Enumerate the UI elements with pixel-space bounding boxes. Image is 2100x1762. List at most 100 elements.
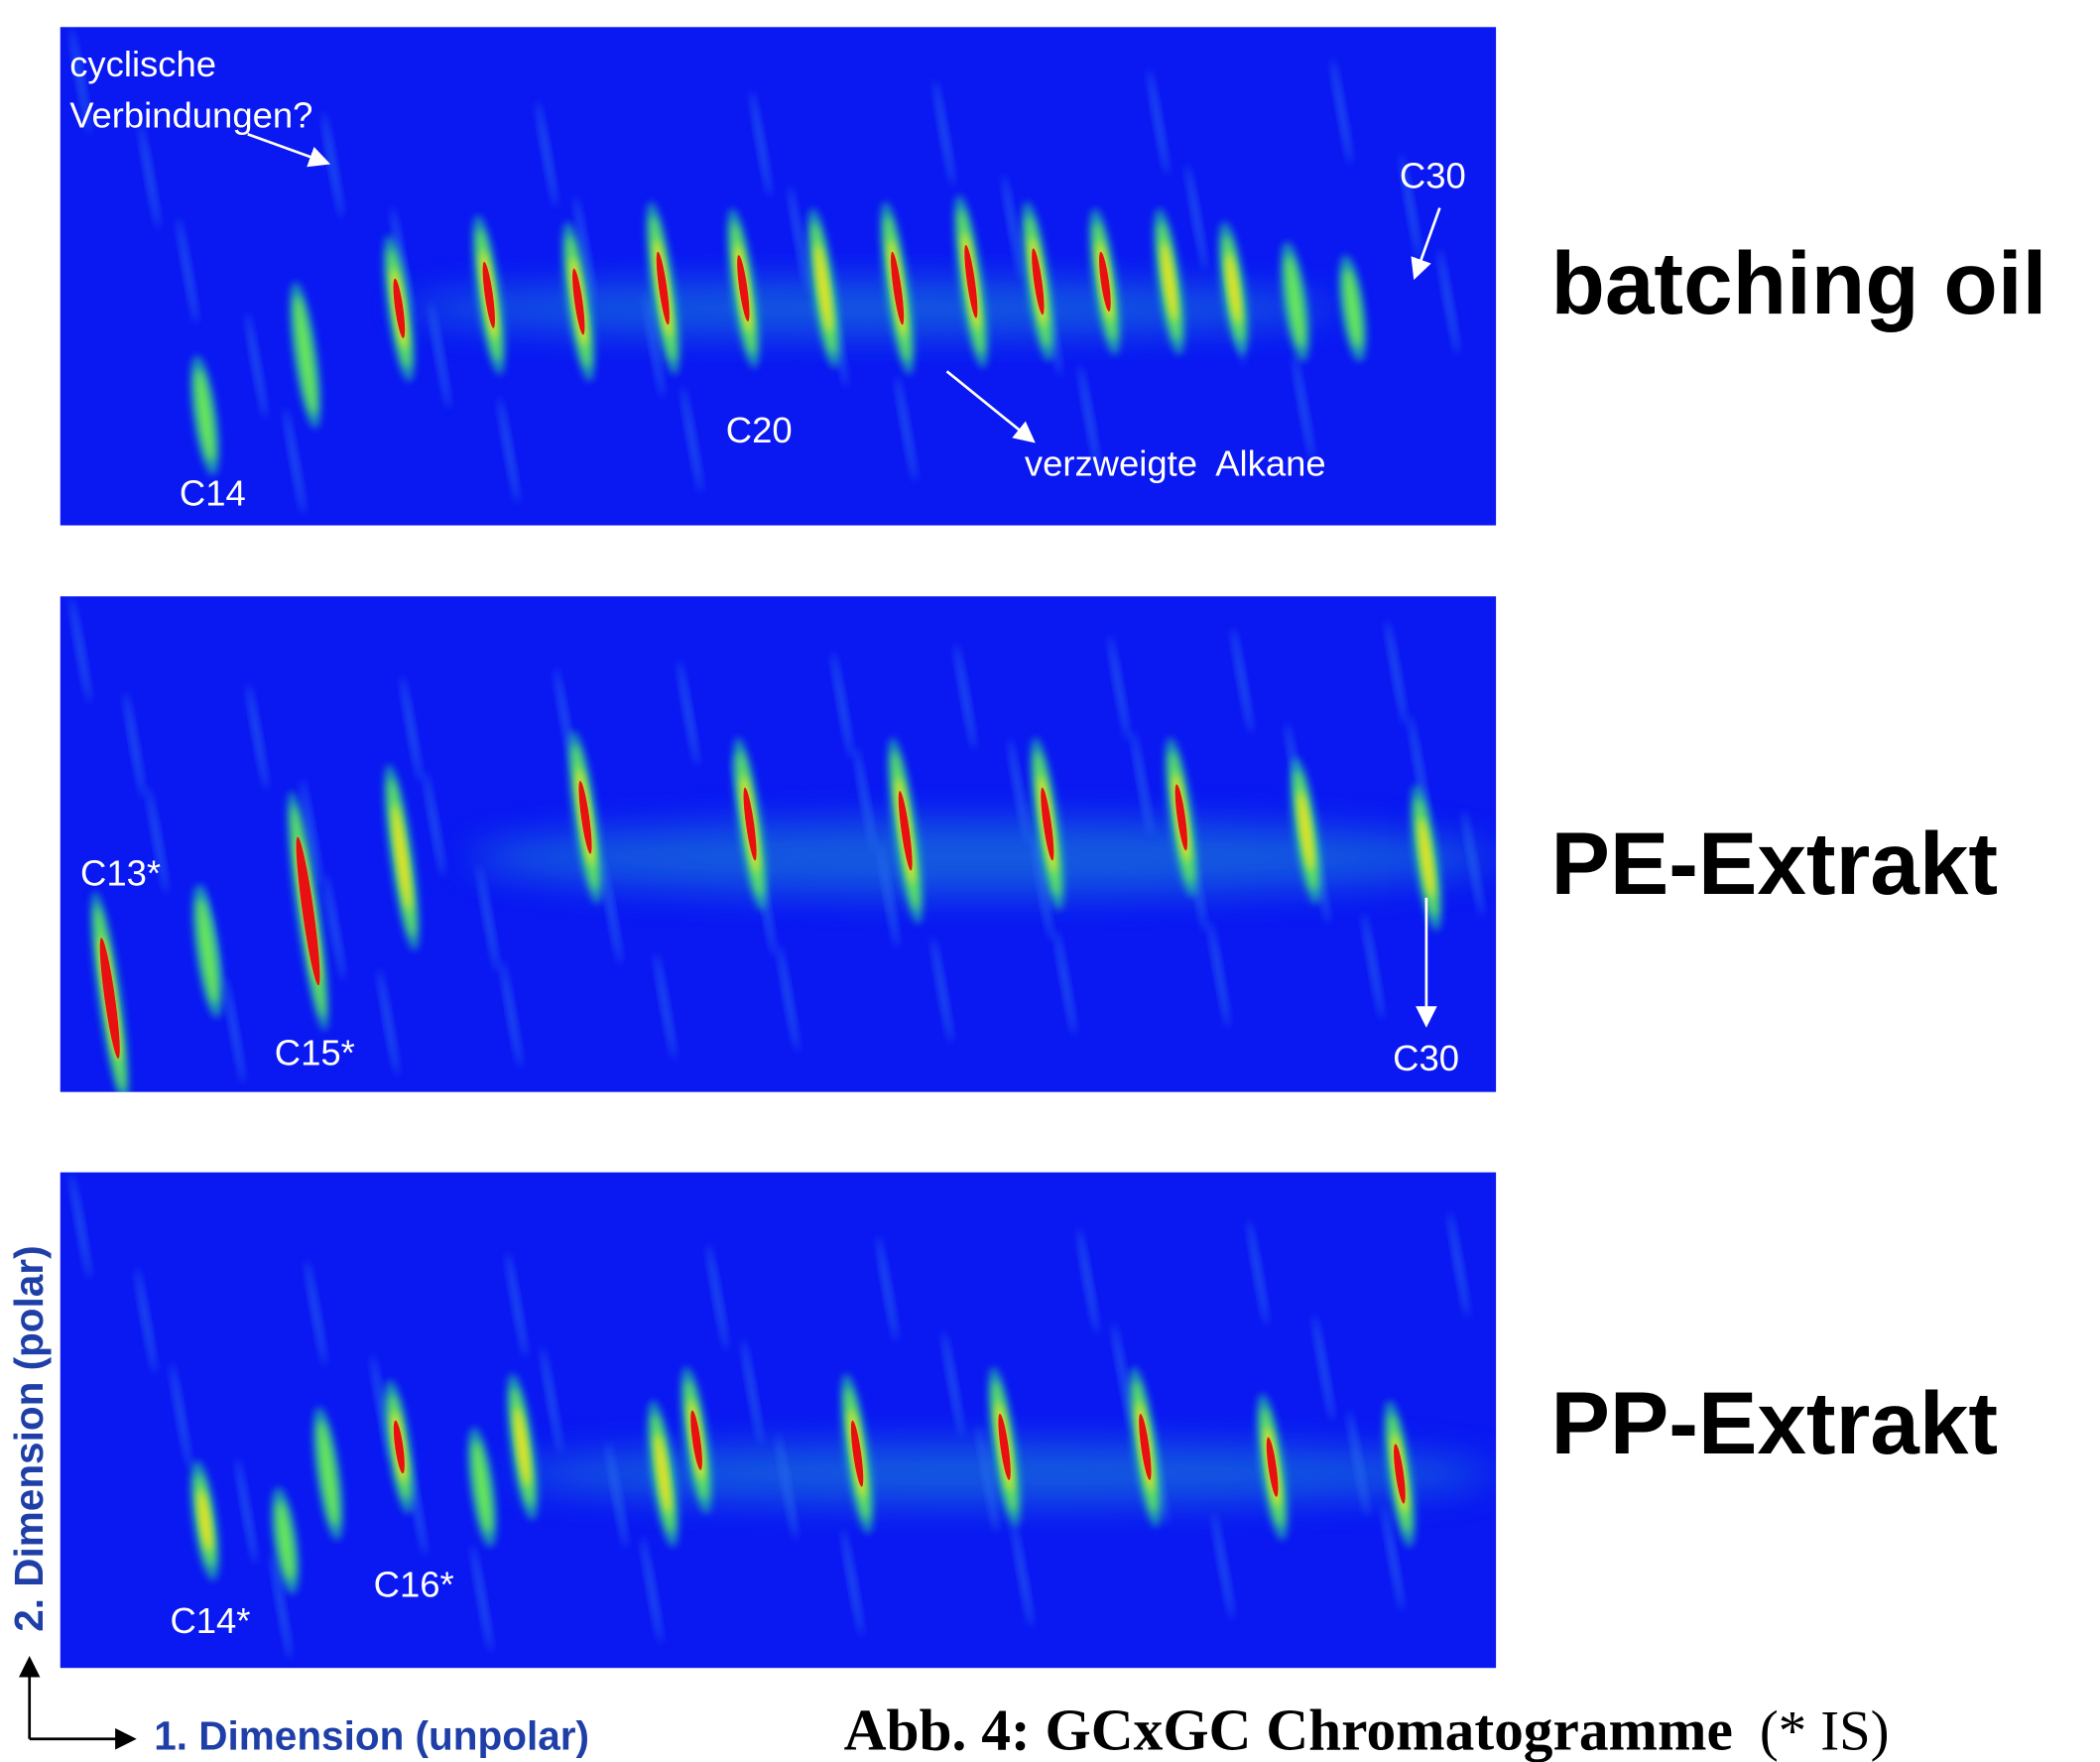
peak-shape — [572, 268, 585, 335]
peak-shape — [1348, 1410, 1369, 1516]
peak-shape — [401, 676, 422, 782]
peak-shape — [678, 660, 698, 766]
peak-shape — [964, 245, 978, 318]
peak-shape — [896, 376, 917, 482]
peak-shape — [1099, 251, 1111, 312]
peak-shape — [891, 251, 905, 325]
peak-shape — [301, 779, 321, 885]
peak-shape — [195, 369, 214, 462]
peak-shape — [1383, 1505, 1404, 1611]
peak-shape — [1148, 68, 1169, 176]
peak-shape — [681, 386, 702, 493]
peak-shape — [70, 28, 90, 134]
peak-shape — [1032, 833, 1052, 941]
peak-shape — [842, 1529, 863, 1635]
annotation: verzweigte Alkane — [1025, 443, 1326, 484]
annotation: C30 — [1393, 1038, 1459, 1078]
peak-shape — [1394, 1444, 1406, 1504]
peak-shape — [482, 261, 495, 328]
peak-shape — [1313, 1315, 1334, 1421]
peak-shape — [393, 804, 411, 911]
peak-shape — [284, 408, 305, 514]
peak-shape — [1009, 739, 1030, 845]
peak-shape — [317, 1420, 338, 1527]
peak-shape — [322, 112, 343, 218]
peak-shape — [306, 1260, 326, 1366]
peak-shape — [655, 953, 676, 1060]
peak-shape — [1266, 1437, 1279, 1497]
peak-shape — [1419, 818, 1434, 898]
peak-shape — [236, 1458, 257, 1565]
peak-shape — [954, 644, 975, 750]
arrow — [1411, 207, 1441, 281]
annotation: C14 — [180, 472, 246, 513]
peak-shape — [478, 866, 499, 972]
peak-shape — [147, 787, 168, 894]
peak-shape — [70, 596, 90, 703]
annotation: C14* — [170, 1600, 250, 1641]
peak-shape — [124, 692, 145, 799]
peak-shape — [855, 747, 876, 853]
peak-shape — [139, 122, 160, 229]
x-axis-label: 1. Dimension (unpolar) — [154, 1713, 589, 1759]
peak-shape — [430, 302, 450, 409]
panel-label: PE-Extrakt — [1550, 814, 1998, 913]
peak-shape — [393, 278, 406, 338]
annotation: C20 — [726, 410, 793, 450]
peak-shape — [424, 771, 444, 877]
peak-shape — [1400, 154, 1421, 260]
peaks — [70, 596, 1497, 1092]
peak-shape — [177, 217, 197, 324]
peak-shape — [977, 1426, 998, 1533]
peak-shape — [642, 1537, 662, 1644]
peak-shape — [246, 313, 267, 420]
peak-shape — [296, 836, 320, 986]
peak-shape — [224, 977, 245, 1083]
peak-shape — [1438, 248, 1459, 355]
peak-shape — [1174, 784, 1187, 851]
peak-shape — [1003, 175, 1024, 282]
peak-shape — [1032, 248, 1045, 315]
annotation: C30 — [1400, 155, 1466, 195]
peak-shape — [644, 292, 664, 398]
peak-shape — [70, 1173, 90, 1279]
peak-shape — [1331, 59, 1352, 165]
peak-shape — [1298, 791, 1313, 871]
arrow — [247, 133, 331, 168]
peak-shape — [778, 944, 799, 1052]
peak-shape — [878, 841, 899, 948]
peak-shape — [506, 1252, 527, 1358]
peak-shape — [1109, 636, 1130, 742]
peak-shape — [515, 1407, 530, 1487]
peak-shape — [402, 281, 1340, 335]
peak-shape — [1077, 1227, 1098, 1334]
peak-shape — [1248, 1219, 1268, 1326]
peak-shape — [393, 1420, 405, 1474]
peak-shape — [1363, 913, 1383, 1019]
y-axis-label: 2. Dimension (polar) — [6, 1245, 52, 1631]
peak-shape — [501, 961, 522, 1068]
peak-shape — [690, 1410, 702, 1470]
peak-shape — [136, 1268, 157, 1374]
peak-shape — [271, 1553, 292, 1660]
peak-shape — [743, 787, 757, 861]
panel-label: batching oil — [1550, 233, 2046, 332]
peak-shape — [942, 1330, 963, 1438]
peak-shape — [1286, 255, 1304, 348]
peak-shape — [198, 1489, 211, 1552]
peak-shape — [378, 969, 399, 1075]
arrow — [945, 370, 1036, 443]
peaks — [70, 1173, 1497, 1660]
peak-shape — [601, 858, 622, 964]
peak-shape — [578, 781, 592, 854]
peak-shape — [1054, 929, 1075, 1036]
peak-shape — [574, 196, 595, 303]
peak-shape — [1162, 241, 1176, 321]
annotation: cyclische — [69, 44, 216, 84]
peak-shape — [606, 1442, 627, 1549]
peak-shape — [537, 101, 557, 207]
peak-shape — [1012, 1521, 1033, 1627]
peak-shape — [1208, 921, 1229, 1028]
